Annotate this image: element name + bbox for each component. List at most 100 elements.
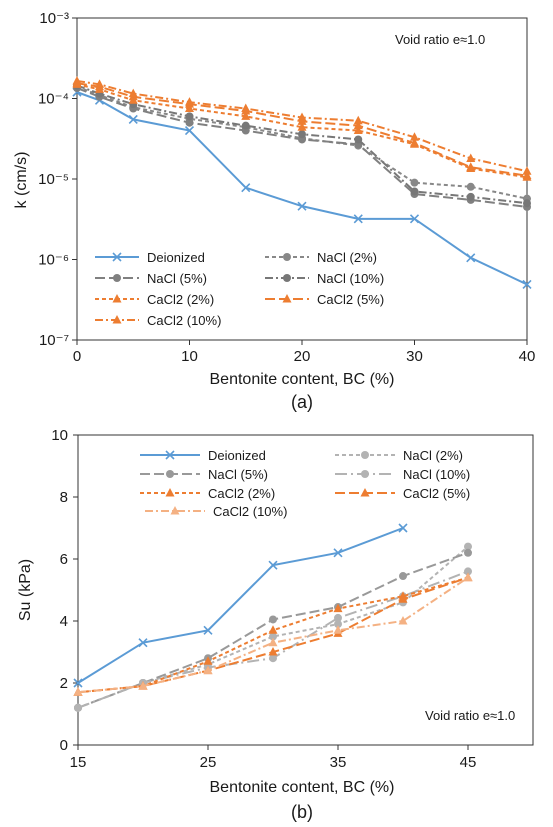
data-point [298, 130, 306, 139]
panel-a-x-axis-label: Bentonite content, BC (%) [210, 371, 395, 388]
data-point [353, 120, 363, 130]
data-point [185, 118, 194, 127]
data-point [522, 166, 532, 175]
data-point [410, 138, 419, 147]
data-point [185, 103, 194, 113]
series-cacl2-10 [72, 75, 532, 175]
data-point [203, 656, 213, 665]
legend-marker [282, 294, 292, 303]
data-point [297, 112, 307, 122]
data-point [333, 548, 343, 558]
legend-marker [166, 470, 174, 478]
data-point [398, 616, 408, 625]
data-point [73, 687, 83, 696]
data-point [399, 572, 407, 581]
x-tick-label: 35 [330, 754, 347, 771]
data-point [398, 594, 408, 603]
data-point [241, 121, 250, 130]
y-tick-label: 8 [60, 489, 68, 506]
y-tick-label: 2 [60, 675, 68, 692]
panel-a-annotation-text: Void ratio e≈1.0 [395, 32, 485, 47]
data-point [410, 187, 419, 196]
legend-label: NaCl (2%) [317, 250, 377, 265]
legend-label: NaCl (5%) [208, 467, 268, 482]
legend-marker [165, 450, 175, 460]
panel-a-annotation: Void ratio e≈1.0 [395, 32, 485, 47]
legend-marker [112, 315, 122, 324]
data-point [72, 75, 82, 85]
panel-a-plot-area [76, 17, 528, 341]
legend-item-cacl2-10: CaCl2 (10%) [95, 313, 221, 328]
x-tick-label: 20 [294, 348, 311, 365]
data-point [522, 170, 532, 180]
panel-b-annotation: Void ratio e≈1.0 [425, 708, 515, 723]
data-point [466, 253, 476, 263]
panel-b-shear-strength-chart: 15 25 35 45 0 2 4 6 8 10 Void ratio e≈1.0 Su (kPa… [17, 427, 534, 822]
legend-marker [361, 470, 369, 478]
legend-marker [283, 253, 291, 261]
data-point [398, 523, 408, 533]
data-point [95, 79, 104, 88]
legend-item-cacl2-5: CaCl2 (5%) [265, 292, 384, 307]
legend-item-nacl-10: NaCl (10%) [335, 467, 470, 482]
series-nacl-5 [73, 84, 531, 211]
legend-item-nacl-2: NaCl (2%) [265, 250, 377, 265]
x-tick-label: 10 [181, 348, 198, 365]
legend-label: NaCl (2%) [403, 448, 463, 463]
series-line [77, 527, 404, 684]
panel-b-ticks: 15 25 35 45 0 2 4 6 8 10 [51, 427, 476, 771]
legend-label: CaCl2 (10%) [213, 504, 287, 519]
data-point [353, 115, 363, 125]
y-tick-label: 10⁻³ [39, 10, 69, 27]
legend-label: CaCl2 (2%) [147, 292, 214, 307]
data-point [354, 135, 363, 144]
panel-b-x-axis-label: Bentonite content, BC (%) [210, 779, 395, 796]
data-point [269, 615, 277, 624]
data-point [185, 112, 194, 121]
legend-marker [360, 488, 370, 497]
legend-label: CaCl2 (5%) [317, 292, 384, 307]
data-point [409, 214, 420, 224]
data-point [297, 201, 307, 211]
legend-item-cacl2-5: CaCl2 (5%) [335, 486, 470, 501]
legend-label: Deionized [147, 250, 205, 265]
legend-label: NaCl (10%) [403, 467, 470, 482]
legend-item-deionized: Deionized [140, 448, 266, 463]
y-tick-label: 4 [60, 613, 68, 630]
legend-item-deionized: Deionized [95, 250, 205, 265]
data-point [74, 703, 82, 712]
data-point [268, 647, 278, 656]
legend-label: NaCl (5%) [147, 271, 207, 286]
legend-marker [165, 488, 175, 497]
x-tick-label: 45 [460, 754, 477, 771]
data-point [410, 178, 419, 187]
legend-label: NaCl (10%) [317, 271, 384, 286]
data-point [353, 214, 363, 224]
y-tick-label: 10 [51, 427, 68, 444]
x-tick-label: 40 [519, 348, 536, 365]
legend-item-cacl2-2: CaCl2 (2%) [95, 292, 214, 307]
data-point [73, 678, 83, 688]
panel-a-permeability-chart: 0 10 20 30 40 10⁻⁷ 10⁻⁶ 10⁻⁵ 10⁻⁴ 10⁻³ Void ratio… [13, 10, 535, 412]
legend-marker [112, 294, 122, 303]
data-point [269, 654, 277, 663]
data-point [353, 125, 363, 135]
x-tick-label: 25 [200, 754, 217, 771]
panel-a-y-axis-label: k (cm/s) [13, 152, 30, 209]
x-tick-label: 30 [406, 348, 423, 365]
panel-b-series [73, 523, 473, 712]
legend-item-nacl-5: NaCl (5%) [95, 271, 207, 286]
series-line [76, 83, 528, 179]
legend-marker [112, 252, 122, 262]
data-point [466, 182, 475, 191]
panel-b-y-axis-label: Su (kPa) [17, 559, 34, 621]
legend-label: Deionized [208, 448, 266, 463]
data-point [464, 548, 472, 557]
data-point [241, 183, 251, 193]
data-point [241, 103, 251, 113]
legend-label: CaCl2 (5%) [403, 486, 470, 501]
data-point [138, 681, 148, 690]
data-point [523, 199, 531, 208]
y-tick-label: 0 [60, 737, 68, 754]
